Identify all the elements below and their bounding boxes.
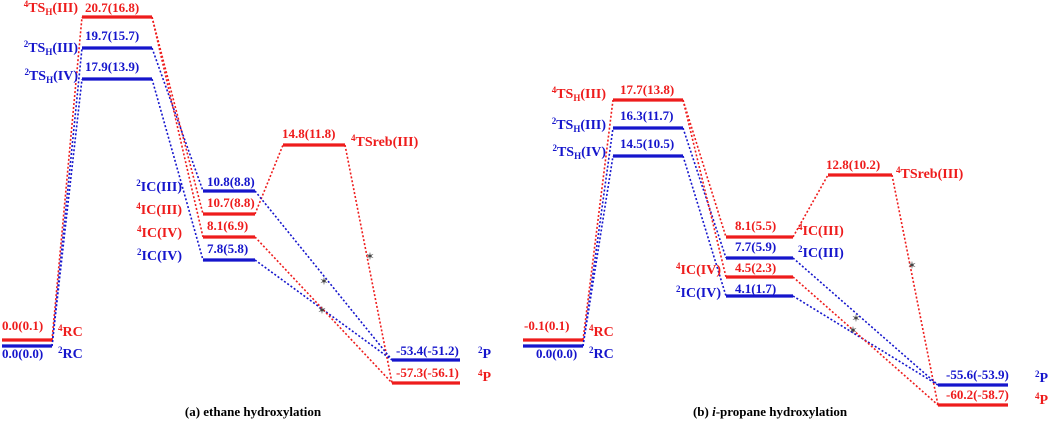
connector-TSIII4-ICIII4 — [682, 99, 727, 238]
energy-value-RC4: 0.0(0.1) — [2, 318, 43, 333]
species-label-P4: 4P — [1035, 391, 1049, 408]
energy-value-P4: -57.3(-56.1) — [396, 365, 459, 380]
energy-value-ICIII4: 8.1(5.5) — [735, 218, 776, 233]
connector-RC4-TSIII4 — [51, 16, 83, 341]
connector-TSIV2-ICIV2 — [151, 78, 204, 261]
connector-TSIII2-ICIII2 — [682, 127, 727, 259]
energy-value-TSIII4: 17.7(13.8) — [620, 82, 674, 97]
connector-ICIII2-P2 — [792, 257, 939, 386]
energy-value-TSreb4: 12.8(10.2) — [826, 157, 880, 172]
energy-value-RC4: -0.1(0.1) — [524, 318, 570, 333]
energy-value-TSreb4: 14.8(11.8) — [282, 126, 335, 141]
crossing-marker-icon: ✶ — [907, 259, 916, 272]
connector-TSIII2-ICIII2 — [151, 47, 204, 192]
species-label-RC4: 4RC — [589, 323, 614, 340]
energy-value-P2: -55.6(-53.9) — [946, 367, 1009, 382]
species-label-ICIV2: 2IC(IV) — [137, 247, 182, 264]
connector-TSIII4-ICIV4 — [151, 16, 204, 238]
panel-caption-b: (b) i-propane hydroxylation — [693, 404, 848, 419]
species-label-ICIV4: 4IC(IV) — [676, 261, 721, 278]
species-label-TSreb4: 4TSreb(III) — [896, 165, 964, 182]
species-label-P4: 4P — [478, 368, 492, 385]
energy-value-TSIII4: 20.7(16.8) — [85, 0, 139, 15]
energy-value-TSIII2: 16.3(11.7) — [620, 108, 673, 123]
crossing-marker-icon: ✶ — [851, 312, 860, 325]
energy-value-TSIV2: 17.9(13.9) — [85, 59, 139, 74]
connector-TSreb4-P4 — [344, 144, 393, 384]
energy-value-RC2: 0.0(0.0) — [536, 346, 577, 361]
species-label-ICIII2: 2IC(III) — [136, 178, 182, 195]
species-label-TSIII4: 4TSH(III) — [24, 0, 79, 17]
energy-value-P2: -53.4(-51.2) — [396, 343, 459, 358]
connector-RC2-TSIV2 — [582, 155, 614, 347]
species-label-ICIII2: 2IC(III) — [798, 244, 844, 261]
species-label-ICIII4: 4IC(III) — [136, 201, 182, 218]
connector-TSIV2-ICIV2 — [682, 155, 727, 297]
species-label-ICIII4: 4IC(III) — [798, 222, 844, 239]
species-label-TSreb4: 4TSreb(III) — [351, 133, 419, 150]
connector-RC4-TSIII4 — [582, 99, 614, 341]
crossing-marker-icon: ✶ — [319, 275, 328, 288]
energy-value-ICIII2: 7.7(5.9) — [735, 239, 776, 254]
energy-value-ICIV4: 4.5(2.3) — [735, 260, 776, 275]
species-label-TSIV2: 2TSH(IV) — [552, 143, 606, 161]
energy-value-TSIII2: 19.7(15.7) — [85, 28, 139, 43]
crossing-marker-icon: ✶ — [365, 250, 374, 263]
energy-value-ICIV2: 4.1(1.7) — [735, 281, 776, 296]
energy-value-P4: -60.2(-58.7) — [946, 387, 1009, 402]
connector-RC2-TSIV2 — [51, 78, 83, 347]
panel-a: ✶ ✶ ✶ 0.0(0.1) 4RC 0.0(0.0) 2RC 20.7(16.8) 4TSH(… — [2, 0, 492, 419]
panel-caption-a: (a) ethane hydroxylation — [185, 404, 322, 419]
connector-ICIII2-P2 — [254, 190, 393, 361]
connector-TSIII4-ICIV4 — [682, 99, 727, 278]
energy-value-ICIII2: 10.8(8.8) — [207, 174, 255, 189]
crossing-marker-icon: ✶ — [317, 304, 326, 317]
species-label-TSIV2: 2TSH(IV) — [24, 67, 78, 85]
energy-value-ICIV4: 8.1(6.9) — [207, 218, 248, 233]
species-label-ICIV2: 2IC(IV) — [676, 284, 721, 301]
species-label-P2: 2P — [478, 345, 492, 362]
species-label-TSIII4: 4TSH(III) — [552, 85, 607, 103]
connector-ICIV4-P4 — [792, 276, 939, 406]
crossing-marker-icon: ✶ — [848, 324, 857, 337]
connector-TSreb4-P4 — [891, 174, 939, 406]
species-label-RC4: 4RC — [58, 323, 83, 340]
energy-value-RC2: 0.0(0.0) — [2, 346, 43, 361]
connector-ICIII4-TSreb4 — [254, 144, 284, 215]
connector-ICIV4-P4 — [254, 236, 393, 384]
connector-TSIII4-ICIII4 — [151, 16, 204, 215]
species-label-TSIII2: 2TSH(III) — [552, 116, 607, 134]
species-label-P2: 2P — [1035, 369, 1049, 386]
species-label-RC2: 2RC — [58, 345, 83, 362]
species-label-ICIV4: 4IC(IV) — [137, 224, 182, 241]
energy-value-ICIII4: 10.7(8.8) — [207, 195, 255, 210]
species-label-RC2: 2RC — [589, 345, 614, 362]
energy-value-TSIV2: 14.5(10.5) — [620, 136, 674, 151]
species-label-TSIII2: 2TSH(III) — [24, 39, 79, 57]
energy-value-ICIV2: 7.8(5.8) — [207, 241, 248, 256]
